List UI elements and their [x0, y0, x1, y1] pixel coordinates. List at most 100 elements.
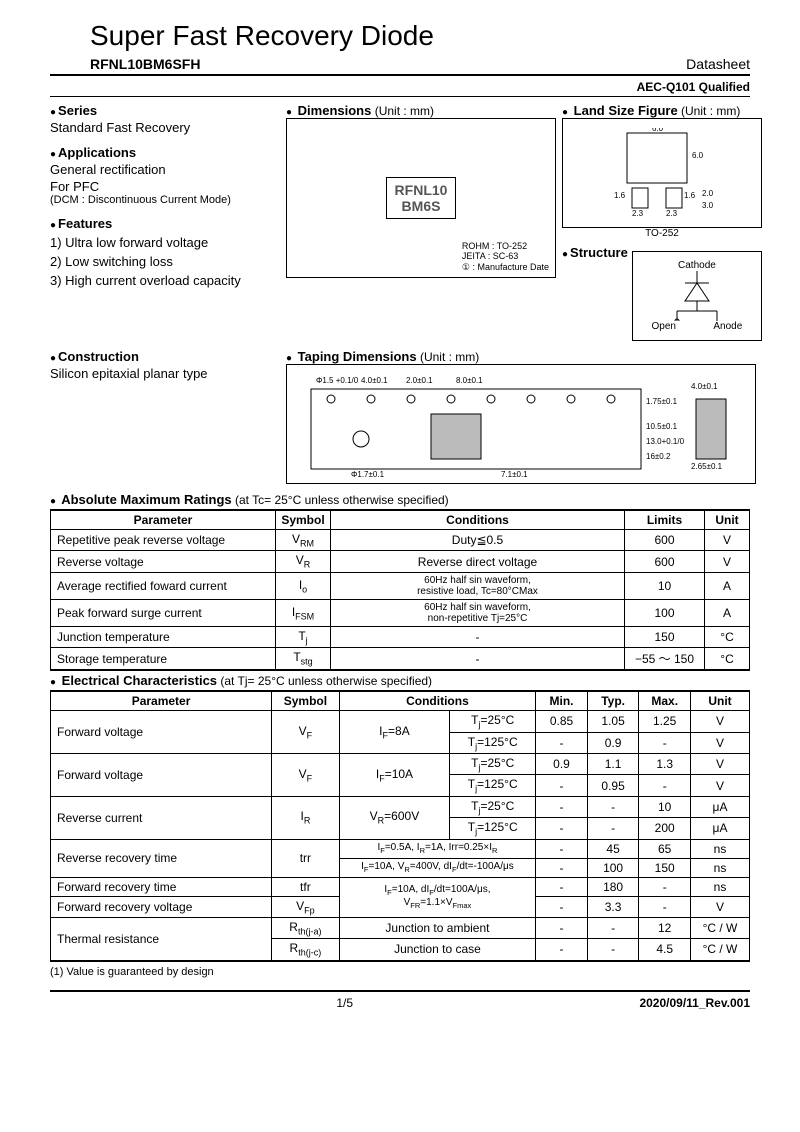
taping-unit: (Unit : mm)	[417, 350, 480, 364]
ec-h-symbol: Symbol	[272, 691, 340, 711]
table-row: Average rectified foward currentIo60Hz h…	[51, 572, 750, 599]
rohm-label: ROHM : TO-252	[462, 241, 549, 252]
svg-text:13.0+0.1/0: 13.0+0.1/0	[646, 437, 685, 446]
taping-label: Taping Dimensions	[298, 349, 417, 364]
svg-text:Φ1.7±0.1: Φ1.7±0.1	[351, 470, 385, 479]
main-title: Super Fast Recovery Diode	[90, 20, 750, 52]
ec-label: Electrical Characteristics	[62, 673, 217, 688]
open-label: Open	[652, 321, 676, 332]
table-row: Reverse current IR VR=600V Tj=25°C --10μ…	[51, 796, 750, 817]
amr-cond: (at Tc= 25°C unless otherwise specified)	[232, 493, 449, 507]
structure-head: Structure	[562, 245, 628, 260]
construction-block: Construction Silicon epitaxial planar ty…	[50, 349, 280, 484]
svg-text:1.75±0.1: 1.75±0.1	[646, 397, 678, 406]
ec-h-param: Parameter	[51, 691, 272, 711]
table-row: Forward recovery time tfr IF=10A, dIF/dt…	[51, 877, 750, 896]
part-number: RFNL10BM6SFH	[90, 56, 200, 72]
mfg-label: ① : Manufacture Date	[462, 262, 549, 273]
table-row: Reverse voltageVRReverse direct voltage6…	[51, 551, 750, 572]
ec-h-typ: Typ.	[587, 691, 639, 711]
footnote: (1) Value is guaranteed by design	[50, 966, 750, 978]
feature-1: 1) Ultra low forward voltage	[50, 235, 280, 250]
revision: 2020/09/11_Rev.001	[639, 996, 750, 1010]
amr-label: Absolute Maximum Ratings	[61, 492, 231, 507]
amr-title: Absolute Maximum Ratings (at Tc= 25°C un…	[50, 492, 750, 507]
svg-text:2.3: 2.3	[666, 209, 678, 218]
land-diagram: 6.0 6.0 2.3 2.3 1.6 1.6 2.0 3.0	[562, 118, 762, 228]
dimensions-head: Dimensions (Unit : mm)	[286, 103, 556, 118]
svg-text:1.6: 1.6	[684, 191, 696, 200]
table-row: Storage temperatureTstg-−55 ～ 150°C	[51, 648, 750, 671]
svg-text:4.0±0.1: 4.0±0.1	[691, 382, 718, 391]
app-line3: (DCM : Discontinuous Current Mode)	[50, 194, 280, 206]
ec-title: Electrical Characteristics (at Tj= 25°C …	[50, 673, 750, 688]
table-row: Reverse recovery time trr IF=0.5A, IR=1A…	[51, 839, 750, 858]
taping-block: Taping Dimensions (Unit : mm) Φ1.5 +0.1/…	[286, 349, 756, 484]
amr-h-unit: Unit	[705, 510, 750, 530]
ec-table: Parameter Symbol Conditions Min. Typ. Ma…	[50, 690, 750, 962]
dim-unit: (Unit : mm)	[371, 104, 434, 118]
series-head: Series	[50, 103, 280, 118]
construction-head: Construction	[50, 349, 280, 364]
cathode-label: Cathode	[678, 260, 716, 271]
table-row: Junction temperatureTj-150°C	[51, 626, 750, 647]
ec-h-cond: Conditions	[339, 691, 536, 711]
ec-h-min: Min.	[536, 691, 588, 711]
feature-2: 2) Low switching loss	[50, 254, 280, 269]
series-text: Standard Fast Recovery	[50, 120, 280, 135]
svg-text:3.0: 3.0	[702, 201, 714, 210]
svg-text:10.5±0.1: 10.5±0.1	[646, 422, 678, 431]
page-number: 1/5	[336, 996, 353, 1010]
dim-label: Dimensions	[298, 103, 372, 118]
anode-label: Anode	[713, 321, 742, 332]
amr-table: Parameter Symbol Conditions Limits Unit …	[50, 509, 750, 671]
land-pkg: TO-252	[562, 228, 762, 239]
svg-text:6.0: 6.0	[692, 151, 704, 160]
land-head: Land Size Figure (Unit : mm)	[562, 103, 762, 118]
table-row: Forward voltage VF IF=10A Tj=25°C 0.91.1…	[51, 753, 750, 774]
table-row: Repetitive peak reverse voltageVRMDuty≦0…	[51, 530, 750, 551]
applications-head: Applications	[50, 145, 280, 160]
svg-text:16±0.2: 16±0.2	[646, 452, 671, 461]
package-diagram: RFNL10 BM6S ROHM : TO-252 JEITA : SC-63 …	[286, 118, 556, 278]
app-line2: For PFC	[50, 179, 280, 194]
table-row: Thermal resistance Rth(j-a) Junction to …	[51, 917, 750, 938]
taping-diagram: Φ1.5 +0.1/0 4.0±0.1 2.0±0.1 8.0±0.1 Φ1.7…	[286, 364, 756, 484]
footer: 1/5 2020/09/11_Rev.001	[50, 990, 750, 1010]
left-column: Series Standard Fast Recovery Applicatio…	[50, 103, 280, 341]
package-name: RFNL10 BM6S	[386, 177, 457, 219]
svg-text:4.0±0.1: 4.0±0.1	[361, 376, 388, 385]
qualified-label: AEC-Q101 Qualified	[50, 78, 750, 97]
amr-h-limits: Limits	[625, 510, 705, 530]
svg-text:2.0: 2.0	[702, 189, 714, 198]
svg-text:2.3: 2.3	[632, 209, 644, 218]
taping-head: Taping Dimensions (Unit : mm)	[286, 349, 756, 364]
jeita-label: JEITA : SC-63	[462, 251, 549, 262]
amr-h-param: Parameter	[51, 510, 276, 530]
ec-h-unit: Unit	[690, 691, 749, 711]
construction-text: Silicon epitaxial planar type	[50, 366, 280, 381]
svg-text:Φ1.5 +0.1/0: Φ1.5 +0.1/0	[316, 376, 359, 385]
dimensions-column: Dimensions (Unit : mm) RFNL10 BM6S ROHM …	[286, 103, 556, 341]
land-unit: (Unit : mm)	[678, 104, 741, 118]
svg-text:1.6: 1.6	[614, 191, 626, 200]
svg-text:8.0±0.1: 8.0±0.1	[456, 376, 483, 385]
svg-text:7.1±0.1: 7.1±0.1	[501, 470, 528, 479]
doc-type: Datasheet	[686, 56, 750, 72]
svg-text:2.65±0.1: 2.65±0.1	[691, 462, 723, 471]
land-label: Land Size Figure	[574, 103, 678, 118]
feature-3: 3) High current overload capacity	[50, 273, 280, 288]
feature-list: 1) Ultra low forward voltage 2) Low swit…	[50, 235, 280, 288]
right-column: Land Size Figure (Unit : mm) 6.0 6.0 2.3…	[562, 103, 762, 341]
features-head: Features	[50, 216, 280, 231]
amr-h-symbol: Symbol	[276, 510, 331, 530]
structure-diagram: Cathode Open Anode	[632, 251, 762, 341]
ec-cond: (at Tj= 25°C unless otherwise specified)	[217, 674, 432, 688]
table-row: Forward voltage VF IF=8A Tj=25°C 0.851.0…	[51, 711, 750, 732]
amr-h-cond: Conditions	[331, 510, 625, 530]
svg-text:6.0: 6.0	[652, 128, 664, 133]
app-line1: General rectification	[50, 162, 280, 177]
table-row: Peak forward surge currentIFSM60Hz half …	[51, 599, 750, 626]
svg-text:2.0±0.1: 2.0±0.1	[406, 376, 433, 385]
ec-h-max: Max.	[639, 691, 691, 711]
